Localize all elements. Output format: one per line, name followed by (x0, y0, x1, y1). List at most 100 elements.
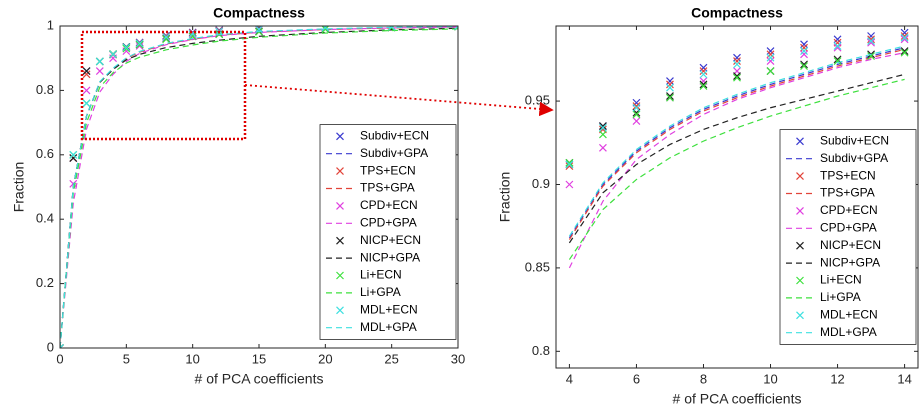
y-tick-label: 0.4 (36, 211, 54, 226)
marker-x (699, 63, 708, 72)
marker-x (565, 180, 574, 189)
marker-x (733, 72, 741, 80)
marker-x (69, 154, 78, 162)
legend-label: CPD+GPA (360, 215, 417, 229)
legend-label: CPD+ECN (820, 203, 878, 217)
marker-x (699, 82, 708, 90)
marker-x (69, 150, 78, 159)
x-axis-label: # of PCA coefficients (673, 391, 802, 405)
marker-x (135, 39, 144, 48)
x-tick-label: 10 (185, 351, 199, 366)
marker-x (800, 50, 808, 59)
x-tick-label: 8 (700, 371, 707, 386)
x-tick-label: 6 (633, 371, 640, 386)
marker-x (135, 42, 144, 50)
legend-label: TPS+GPA (820, 186, 875, 200)
plot-marks (60, 26, 458, 348)
legend: Subdiv+ECN Subdiv+GPA TPS+ECN TPS+GPA CPD+EC… (779, 129, 917, 345)
series-line (568, 78, 905, 260)
legend-label: Subdiv+GPA (360, 146, 428, 160)
marker-x (599, 143, 607, 152)
x-tick-label: 0 (56, 351, 63, 366)
legend-label: MDL+GPA (360, 320, 417, 334)
y-tick-label: 0 (47, 339, 54, 354)
legend-label: NICP+GPA (820, 255, 880, 269)
legend-label: TPS+GPA (360, 181, 415, 195)
legend-marker (336, 271, 344, 280)
marker-x (800, 43, 808, 52)
marker-x (800, 47, 808, 55)
x-tick-label: 25 (384, 351, 398, 366)
marker-x (666, 77, 674, 85)
marker-x (800, 40, 808, 49)
marker-x (833, 57, 842, 65)
legend-marker (796, 241, 804, 250)
series-line (568, 73, 905, 244)
x-tick-label: 10 (763, 371, 777, 386)
y-axis-label: Fraction (497, 172, 513, 223)
marker-x (800, 60, 808, 69)
series-line (60, 26, 458, 348)
marker-x (321, 26, 330, 32)
legend-label: Subdiv+GPA (820, 151, 888, 165)
marker-x (867, 52, 875, 60)
marker-x (387, 26, 396, 31)
legend-label: Li+GPA (360, 285, 401, 299)
x-tick-label: 12 (830, 371, 844, 386)
x-tick-label: 14 (897, 371, 911, 386)
marker-x (800, 62, 808, 70)
marker-x (867, 35, 875, 44)
legend-label: NICP+GPA (360, 250, 420, 264)
legend-label: MDL+ECN (360, 302, 418, 316)
x-axis-label: # of PCA coefficients (195, 371, 324, 387)
marker-x (82, 67, 91, 76)
marker-x (900, 47, 909, 55)
marker-x (122, 43, 131, 52)
series-line (60, 27, 458, 348)
chart-title: Compactness (213, 5, 305, 21)
legend-label: Li+ECN (360, 268, 402, 282)
marker-x (95, 57, 104, 66)
y-tick-label: 0.85 (525, 259, 550, 274)
marker-x (632, 117, 641, 126)
marker-x (699, 70, 708, 79)
y-tick-label: 0.2 (36, 275, 54, 290)
marker-x (766, 50, 775, 59)
marker-x (766, 47, 775, 55)
legend-label: Subdiv+ECN (820, 133, 889, 147)
marker-x (666, 83, 674, 92)
marker-x (599, 123, 607, 132)
marker-x (122, 44, 131, 53)
legend-label: Li+ECN (820, 273, 862, 287)
legend-label: NICP+ECN (820, 238, 881, 252)
marker-x (632, 110, 641, 119)
x-tick-label: 4 (566, 371, 573, 386)
marker-x (699, 80, 708, 89)
legend-marker (796, 172, 804, 181)
legend-marker (796, 137, 804, 146)
marker-x (82, 99, 91, 108)
zoom-arrow (244, 84, 554, 117)
series-line (60, 28, 458, 348)
series-line (60, 26, 458, 348)
legend-label: Li+GPA (820, 290, 861, 304)
legend-label: Subdiv+ECN (360, 128, 429, 142)
marker-x (766, 67, 775, 75)
series-line (568, 45, 905, 237)
legend-label: CPD+ECN (360, 198, 418, 212)
legend-label: TPS+ECN (360, 163, 416, 177)
legend: Subdiv+ECN Subdiv+GPA TPS+ECN TPS+GPA CPD+EC… (319, 124, 457, 340)
marker-x (900, 32, 909, 40)
axes-box (555, 25, 919, 369)
marker-x (565, 158, 574, 167)
marker-x (565, 162, 574, 171)
marker-x (109, 50, 117, 59)
y-tick-label: 0.95 (525, 93, 550, 108)
plot-marks (565, 28, 909, 269)
marker-x (833, 43, 842, 52)
legend-label: MDL+GPA (820, 325, 877, 339)
marker-x (599, 122, 607, 131)
x-tick-label: 15 (252, 351, 266, 366)
marker-x (867, 38, 875, 47)
marker-x (599, 130, 607, 139)
